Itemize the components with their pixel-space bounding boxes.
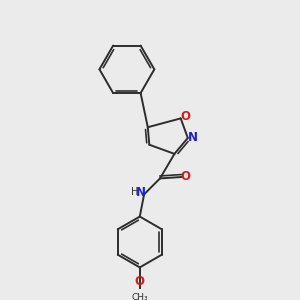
Text: O: O [181,170,191,183]
Text: N: N [188,131,198,144]
Text: H: H [131,187,139,197]
Text: N: N [136,185,146,199]
Text: O: O [135,275,145,288]
Text: CH₃: CH₃ [131,293,148,300]
Text: O: O [180,110,190,124]
